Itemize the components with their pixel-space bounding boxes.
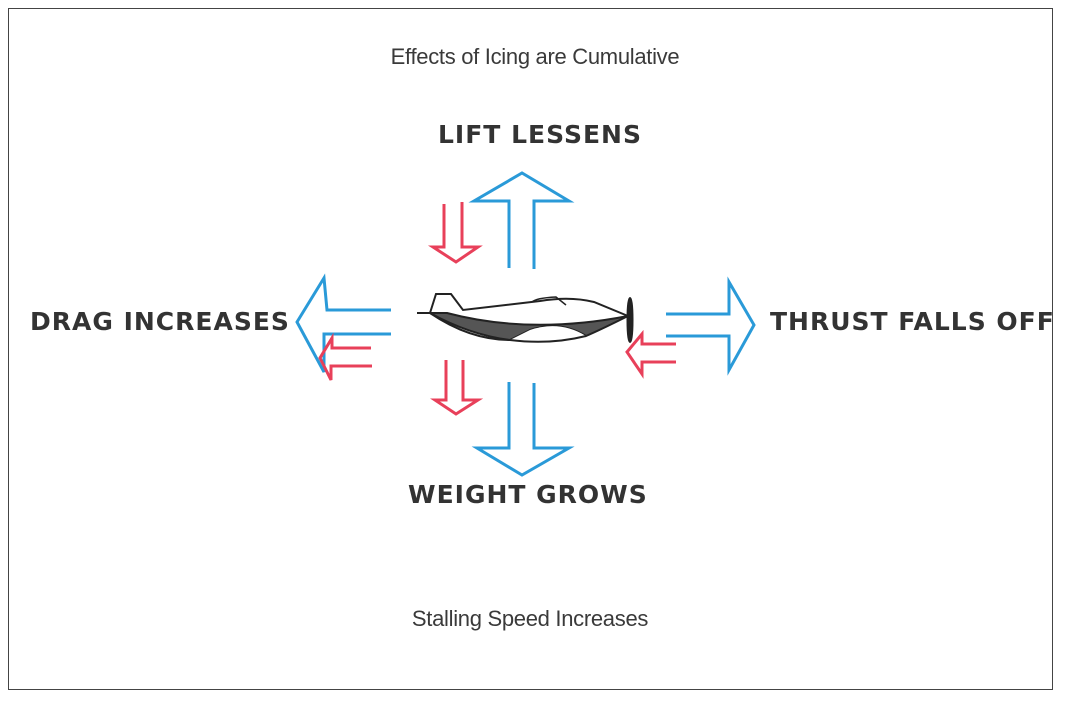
icing-thrust-arrow-icon: [625, 329, 676, 379]
diagram-frame: [8, 8, 1053, 690]
airplane-icon: [417, 293, 634, 343]
diagram-footer: Stalling Speed Increases: [411, 606, 649, 631]
thrust-arrow-icon: [666, 276, 756, 376]
weight-label: WEIGHT GROWS: [408, 480, 648, 509]
drag-label: DRAG INCREASES: [30, 307, 290, 336]
icing-weight-arrow-icon: [430, 360, 484, 416]
thrust-label: THRUST FALLS OFF: [770, 307, 1055, 336]
icing-lift-arrow-icon: [427, 202, 483, 264]
drag-arrow-icon: [295, 273, 391, 373]
diagram-title: Effects of Icing are Cumulative: [390, 44, 680, 69]
lift-arrow-icon: [468, 171, 575, 269]
lift-label: LIFT LESSENS: [438, 120, 642, 149]
weight-arrow-icon: [471, 382, 575, 477]
icing-drag-arrow-icon: [318, 332, 372, 381]
